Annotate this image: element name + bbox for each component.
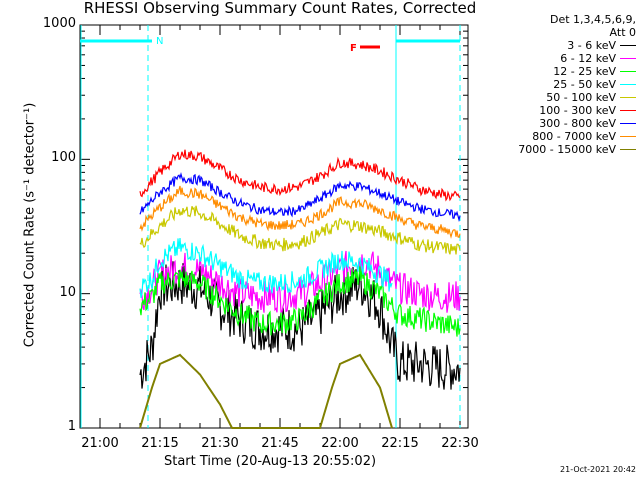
legend-item: 300 - 800 keV: [476, 117, 636, 130]
legend-detectors: Det 1,3,4,5,6,9,: [549, 13, 636, 26]
chart-title: RHESSI Observing Summary Count Rates, Co…: [83, 0, 477, 17]
legend-swatch: [620, 136, 636, 137]
series-line: [139, 185, 461, 239]
legend-label: 300 - 800 keV: [539, 117, 616, 130]
legend-swatch: [620, 110, 636, 111]
x-tick-label: 21:15: [141, 436, 179, 451]
legend-label: 7000 - 15000 keV: [518, 143, 616, 156]
y-tick-label: 1000: [42, 16, 76, 31]
legend-label: 50 - 100 keV: [546, 91, 616, 104]
legend-label: 800 - 7000 keV: [532, 130, 616, 143]
series-line: [139, 266, 461, 337]
y-axis-label: Corrected Count Rate (s⁻¹ detector⁻¹): [22, 102, 38, 348]
series-line: [139, 250, 461, 314]
y-tick-label: 10: [59, 284, 76, 300]
timestamp: 21-Oct-2021 20:42: [560, 465, 636, 474]
series-layer: [139, 149, 461, 429]
marker-layer: NF: [80, 25, 461, 428]
x-tick-label: 22:00: [321, 436, 359, 451]
legend-swatch: [620, 45, 636, 46]
legend-item: 100 - 300 keV: [476, 104, 636, 117]
y-tick-label: 100: [51, 150, 76, 166]
legend-swatch: [620, 71, 636, 72]
legend-item: 50 - 100 keV: [476, 91, 636, 104]
legend-swatch: [620, 123, 636, 124]
x-tick-label: 22:15: [381, 436, 419, 451]
legend-item: 12 - 25 keV: [476, 65, 636, 78]
x-tick-label: 21:30: [201, 436, 239, 451]
series-line: [139, 353, 393, 429]
legend-item: 25 - 50 keV: [476, 78, 636, 91]
series-line: [139, 237, 393, 298]
x-tick-label: 21:45: [261, 436, 299, 451]
legend-swatch: [620, 58, 636, 59]
legend-swatch: [620, 84, 636, 85]
y-tick-label: 1: [67, 419, 76, 434]
legend-item: 800 - 7000 keV: [476, 130, 636, 143]
legend-label: 25 - 50 keV: [553, 78, 616, 91]
legend-label: 6 - 12 keV: [560, 52, 616, 65]
x-axis-label: Start Time (20-Aug-13 20:55:02): [163, 454, 377, 469]
legend-label: 100 - 300 keV: [539, 104, 616, 117]
legend-swatch: [620, 149, 636, 150]
legend-item: 6 - 12 keV: [476, 52, 636, 65]
legend-item: 7000 - 15000 keV: [476, 143, 636, 156]
series-line: [139, 149, 461, 202]
series-line: [139, 171, 461, 223]
x-tick-label: 22:30: [441, 436, 479, 451]
legend: Det 1,3,4,5,6,9, Att 0 3 - 6 keV 6 - 12 k…: [476, 13, 636, 156]
legend-attenuator: Att 0: [609, 26, 636, 39]
legend-swatch: [620, 97, 636, 98]
legend-label: 3 - 6 keV: [567, 39, 616, 52]
legend-item: 3 - 6 keV: [476, 39, 636, 52]
x-tick-label: 21:00: [81, 436, 119, 451]
legend-label: 12 - 25 keV: [553, 65, 616, 78]
series-line: [139, 261, 461, 390]
night-label: N: [156, 36, 163, 47]
flare-label: F: [350, 43, 357, 54]
series-line: [139, 205, 461, 255]
